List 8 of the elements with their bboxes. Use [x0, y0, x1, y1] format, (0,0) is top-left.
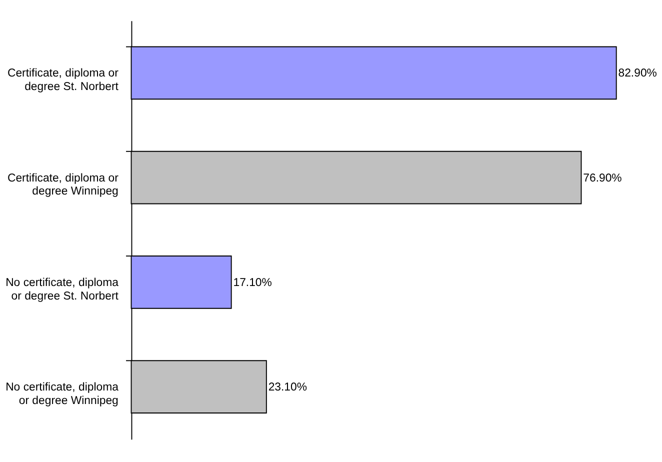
y-tick-label: Certificate, diploma or degree St. Norbert [7, 68, 120, 94]
data-label: 76.90% [583, 172, 622, 184]
y-tick-label: No certificate, diploma or degree St. Norbert [6, 276, 120, 302]
y-tick-label: Certificate, diploma or degree Winnipeg [7, 172, 119, 198]
data-label: 82.90% [618, 68, 657, 80]
y-tick-label: No certificate, diploma or degree Winnipeg [6, 382, 120, 407]
data-label: 17.10% [233, 276, 272, 289]
data-label: 23.10% [268, 382, 308, 394]
